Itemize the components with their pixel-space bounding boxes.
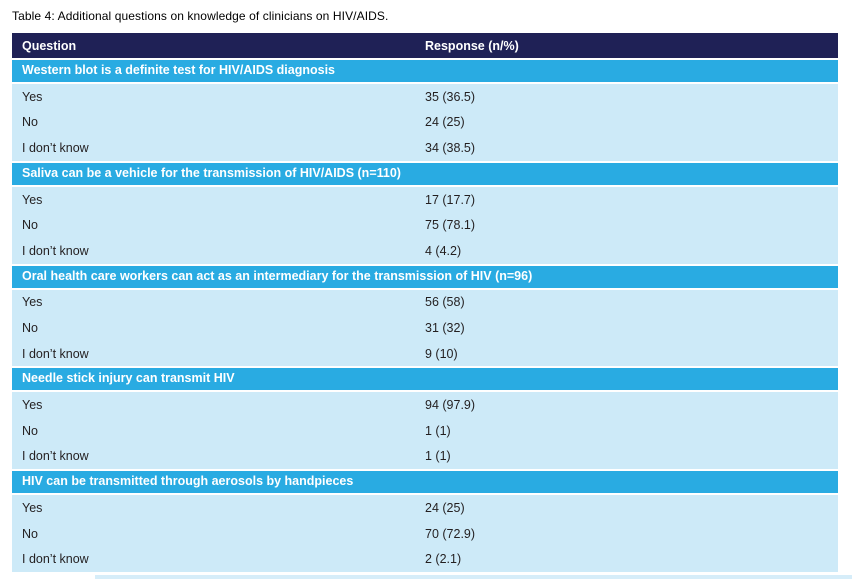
response-cell: 75 (78.1) [425,218,476,233]
question-cell: Yes [22,398,43,413]
section-header-row: Saliva can be a vehicle for the transmis… [12,160,838,187]
table-row: Yes 24 (25) [12,495,838,521]
response-cell: 4 (4.2) [425,243,462,258]
table-caption: Table 4: Additional questions on knowled… [12,9,389,23]
table-row: Yes 17 (17.7) [12,186,838,213]
question-cell: I don’t know [22,243,89,258]
bottom-strip [95,575,852,579]
question-cell: I don’t know [22,449,89,464]
table-row: No 75 (78.1) [12,212,838,238]
response-cell: 1 (1) [425,449,451,464]
table-row: No 31 (32) [12,315,838,341]
knowledge-table: Question Response (n/%) Western blot is … [12,33,838,572]
table-row: I don’t know 34 (38.5) [12,135,838,161]
response-cell: 24 (25) [425,500,465,515]
response-cell: 17 (17.7) [425,192,476,207]
question-cell: No [22,115,38,130]
question-cell: Yes [22,500,43,515]
table-row: I don’t know 1 (1) [12,443,838,470]
question-cell: I don’t know [22,346,89,361]
table-row: No 24 (25) [12,109,838,136]
question-cell: No [22,423,38,438]
response-cell: 31 (32) [425,320,465,335]
response-cell: 1 (1) [425,423,451,438]
response-cell: 9 (10) [425,346,458,361]
question-cell: Yes [22,89,43,104]
column-header-question: Question [22,38,77,53]
table-row: Yes 94 (97.9) [12,392,838,418]
table-row: Yes 35 (36.5) [12,84,838,110]
question-cell: No [22,320,38,335]
table-row: I don’t know 9 (10) [12,340,838,367]
response-cell: 56 (58) [425,295,465,310]
response-cell: 94 (97.9) [425,398,476,413]
question-cell: Yes [22,192,43,207]
response-cell: 24 (25) [425,115,465,130]
question-cell: Yes [22,295,43,310]
table-row: No 70 (72.9) [12,520,838,547]
section-header-row: HIV can be transmitted through aerosols … [12,469,838,496]
section-header-row: Oral health care workers can act as an i… [12,263,838,290]
response-cell: 34 (38.5) [425,140,476,155]
table-row: I don’t know 2 (2.1) [12,546,838,572]
response-cell: 2 (2.1) [425,552,462,567]
question-cell: No [22,526,38,541]
section-header-row: Western blot is a definite test for HIV/… [12,58,838,84]
question-cell: I don’t know [22,140,89,155]
column-header-response: Response (n/%) [425,38,519,53]
response-cell: 70 (72.9) [425,526,476,541]
table-row: I don’t know 4 (4.2) [12,237,838,264]
table-row: Yes 56 (58) [12,289,838,316]
table-body: Western blot is a definite test for HIV/… [12,58,838,572]
table-header-row: Question Response (n/%) [12,33,838,58]
question-cell: I don’t know [22,552,89,567]
section-header-row: Needle stick injury can transmit HIV [12,366,838,393]
question-cell: No [22,218,38,233]
response-cell: 35 (36.5) [425,89,476,104]
table-row: No 1 (1) [12,417,838,444]
